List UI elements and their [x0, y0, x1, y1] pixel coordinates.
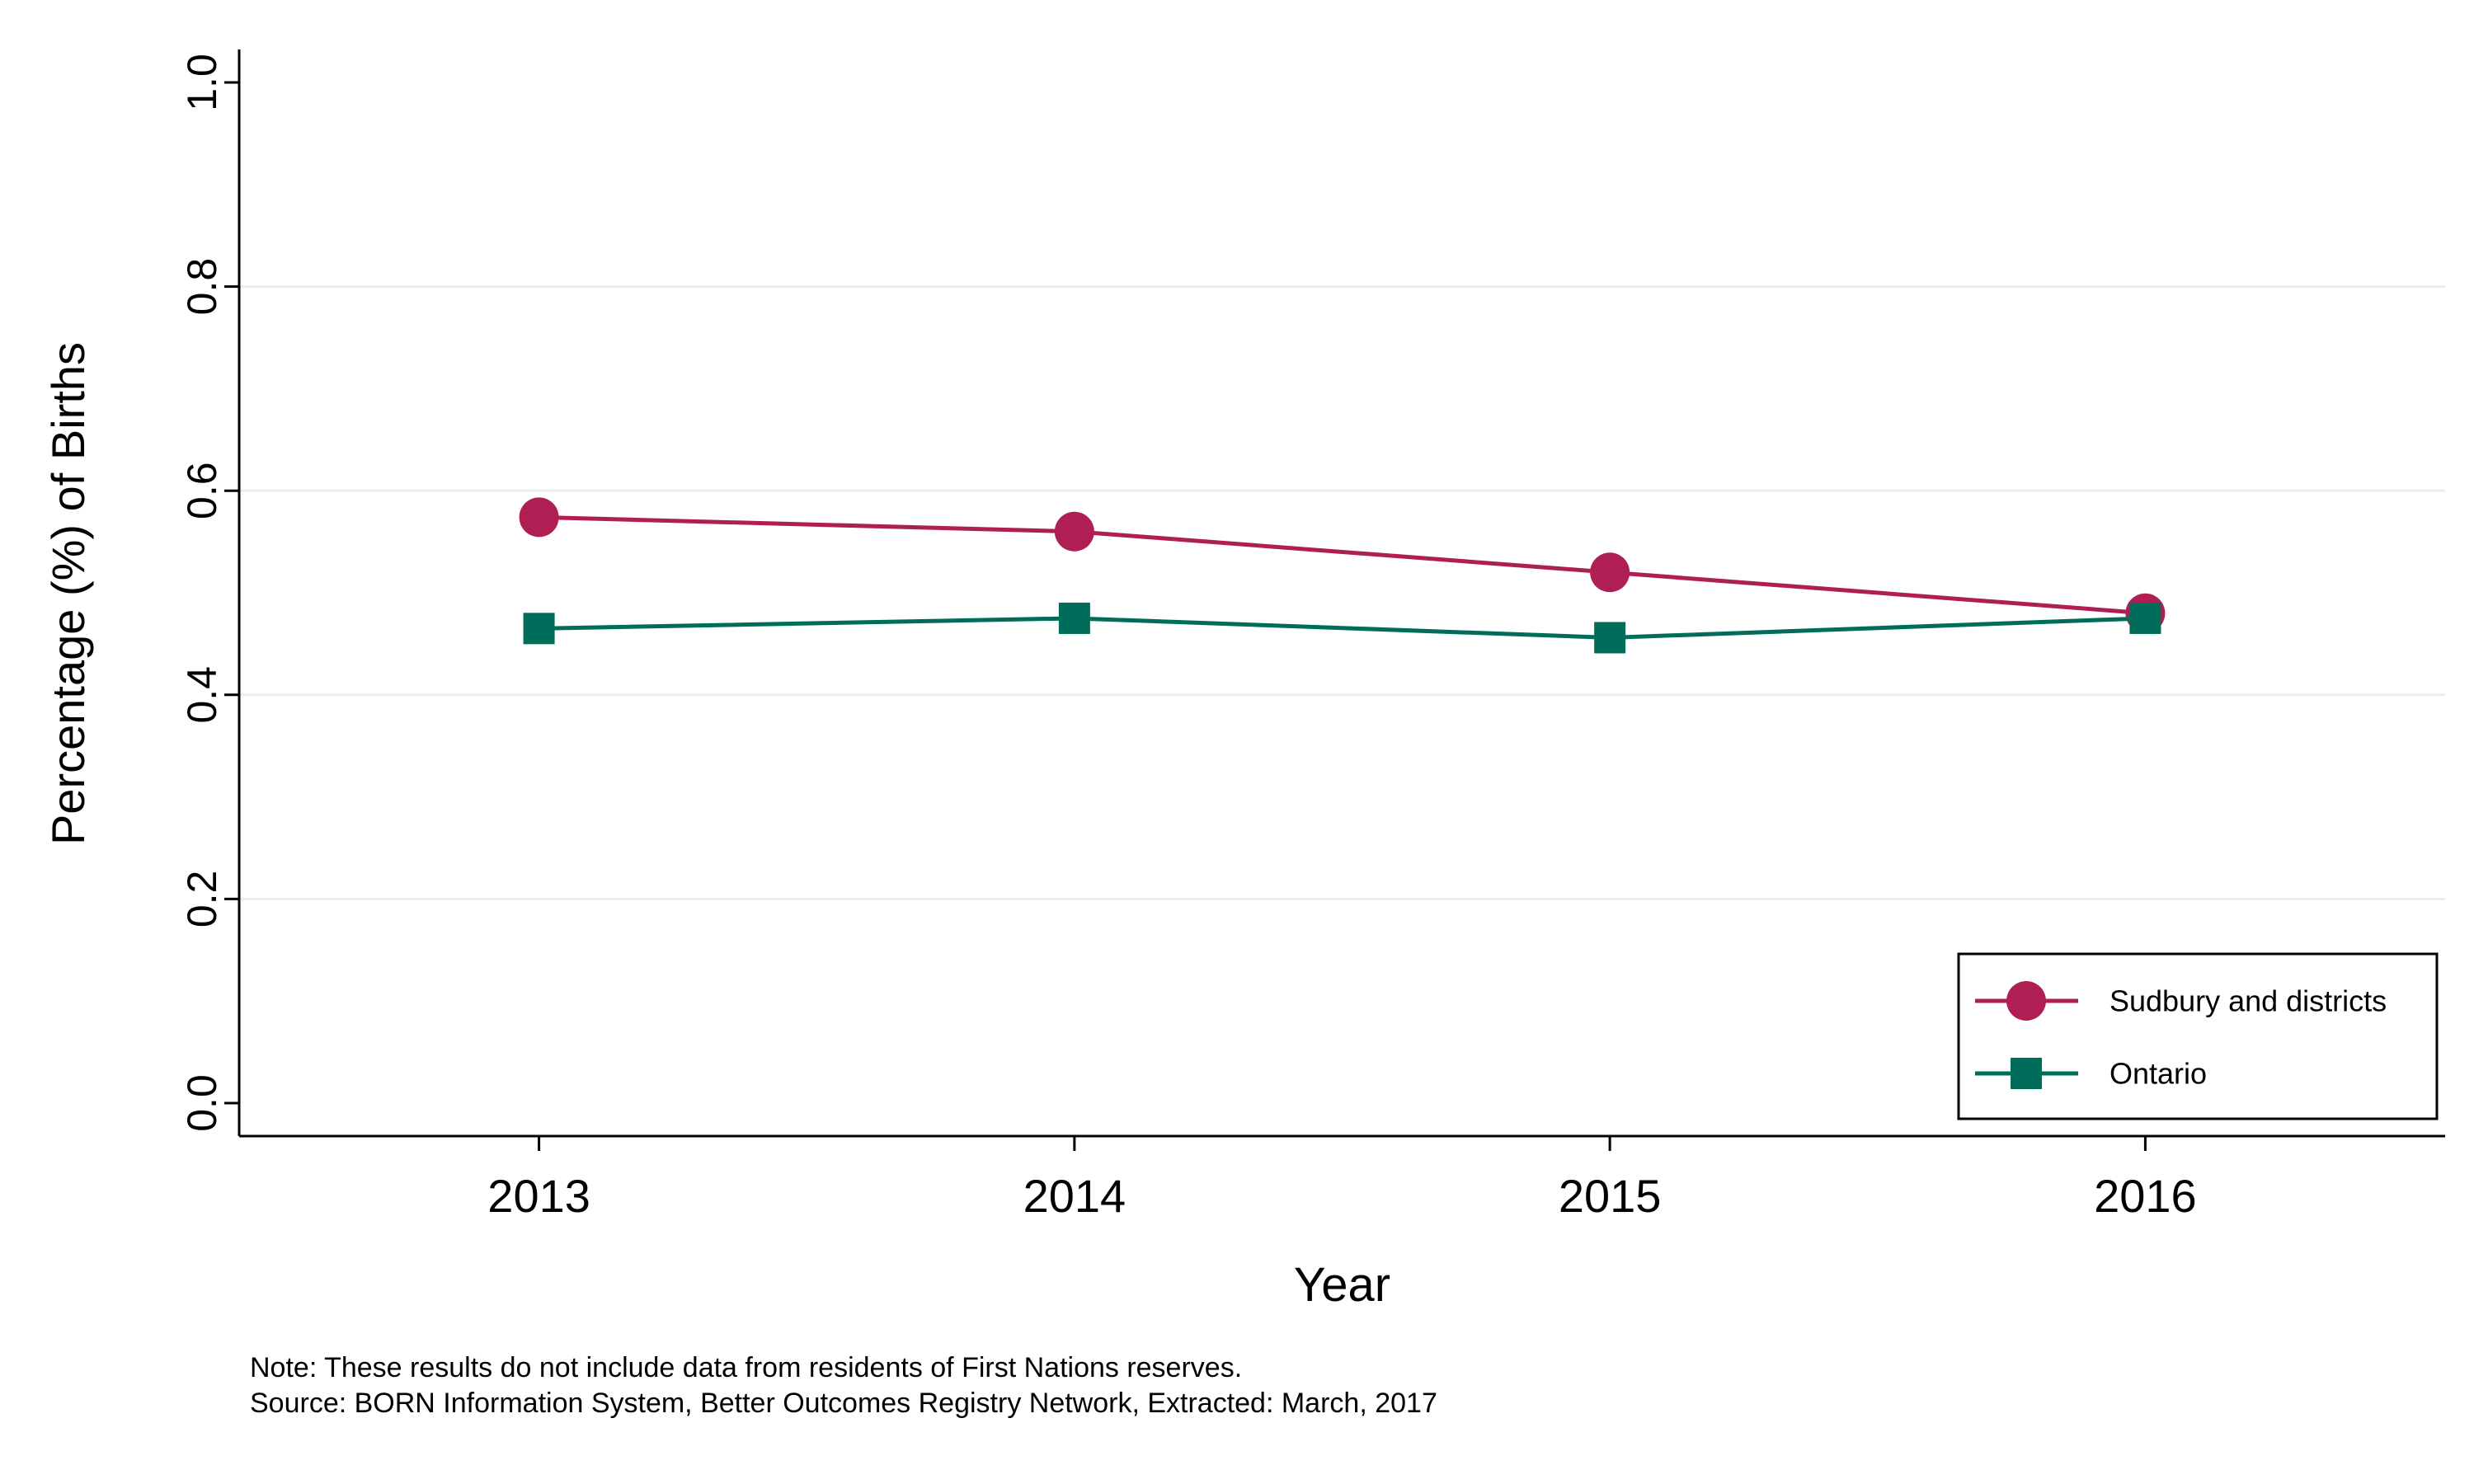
legend-label: Sudbury and districts: [2109, 984, 2387, 1018]
legend-box: [1957, 952, 2439, 1120]
data-point: [1590, 552, 1630, 593]
series-line: [539, 616, 2146, 640]
x-axis-label: Year: [1294, 1258, 1390, 1312]
data-point: [1058, 602, 1090, 634]
y-tick-label: 0.6: [179, 462, 225, 519]
y-tick-label: 0.8: [179, 258, 225, 316]
legend-marker: [2006, 981, 2046, 1021]
data-point: [1054, 511, 1094, 552]
footnote-source: Source: BORN Information System, Better …: [250, 1388, 1437, 1419]
x-axis-ticks: 2013 2014 2015 2016: [487, 1136, 2197, 1222]
legend-marker: [2011, 1058, 2042, 1089]
gridlines: [239, 285, 2445, 900]
legend-items: Sudbury and districts Ontario: [1975, 981, 2387, 1091]
x-tick-label: 2015: [1559, 1170, 1662, 1222]
legend-label: Ontario: [2109, 1057, 2207, 1091]
series-2: [523, 602, 2161, 654]
x-tick-label: 2016: [2094, 1170, 2197, 1222]
data-series: [519, 497, 2166, 654]
x-tick-label: 2013: [487, 1170, 590, 1222]
series-line: [539, 514, 2146, 616]
legend-item: Ontario: [1975, 1057, 2207, 1091]
y-tick-label: 0.2: [179, 871, 225, 928]
footnote-note: Note: These results do not include data …: [250, 1352, 1243, 1383]
data-point: [2129, 602, 2161, 634]
y-tick-label: 1.0: [179, 54, 225, 111]
y-axis-ticks: 0.0 0.2 0.4 0.6 0.8 1.0: [179, 54, 239, 1132]
y-tick-label: 0.4: [179, 666, 225, 724]
x-tick-label: 2014: [1023, 1170, 1126, 1222]
data-point: [1594, 622, 1626, 654]
legend-item: Sudbury and districts: [1975, 981, 2387, 1021]
legend: Sudbury and districts Ontario: [1957, 952, 2439, 1120]
y-tick-label: 0.0: [179, 1074, 225, 1132]
axes: [238, 49, 2445, 1138]
y-axis-label: Percentage (%) of Births: [42, 342, 94, 845]
data-point: [523, 613, 555, 645]
data-point: [519, 497, 559, 538]
